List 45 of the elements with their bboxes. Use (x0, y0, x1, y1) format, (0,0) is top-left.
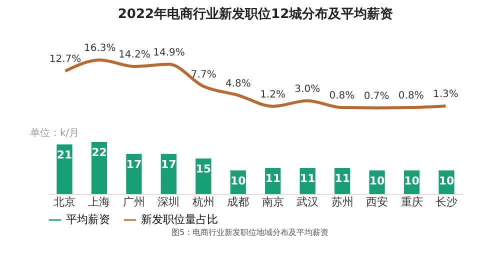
data-label: 12.7% (49, 54, 82, 66)
data-label: 11 (300, 172, 316, 185)
data-label: 22 (92, 146, 107, 159)
data-label: 16.3% (84, 43, 116, 54)
data-label: 11 (334, 172, 350, 185)
x-tick-label: 成都 (227, 196, 250, 208)
data-label: 0.8% (398, 90, 424, 102)
data-label: 0.7% (364, 90, 390, 102)
data-label: 11 (265, 172, 281, 185)
x-tick-label: 杭州 (191, 196, 214, 208)
data-label: 1.2% (260, 89, 286, 100)
x-tick-label: 南京 (262, 196, 284, 208)
data-label: 14.2% (118, 49, 150, 60)
x-tick-label: 武汉 (296, 196, 319, 208)
data-label: 3.0% (294, 84, 320, 95)
bar (160, 154, 176, 194)
x-tick-label: 广州 (122, 196, 145, 208)
data-label: 17 (161, 158, 176, 171)
bar (91, 142, 108, 194)
data-label: 0.8% (329, 90, 355, 102)
bar (126, 154, 142, 194)
x-tick-label: 西安 (366, 196, 388, 208)
text: 单位：k/月 (30, 127, 80, 139)
caption: 图5：电商行业新发职位地域分布及平均薪资 (170, 227, 330, 238)
data-label: 14.9% (153, 47, 185, 58)
x-tick-label: 长沙 (436, 196, 458, 208)
data-label: 1.3% (433, 89, 458, 100)
data-label: 10 (230, 174, 246, 188)
data-label: 4.8% (226, 78, 251, 90)
chart-title: 2022年电商行业新发职位12城分布及平均薪资 (118, 6, 394, 22)
data-label: 17 (126, 158, 142, 171)
x-tick-label: 苏州 (331, 196, 354, 208)
data-label: 15 (196, 162, 212, 176)
data-label: 10 (404, 174, 420, 188)
bar (56, 144, 72, 194)
data-label: 10 (438, 174, 454, 188)
legend-label: 新发职位量占比 (141, 213, 218, 226)
x-tick-label: 重庆 (400, 196, 423, 208)
x-tick-label: 上海 (88, 196, 110, 208)
legend-label: 平均薪资 (66, 213, 110, 226)
x-tick-label: 北京 (53, 196, 76, 208)
data-label: 10 (369, 174, 386, 188)
data-label: 21 (56, 148, 72, 162)
x-tick-label: 深圳 (158, 196, 180, 208)
data-label: 7.7% (190, 69, 216, 80)
